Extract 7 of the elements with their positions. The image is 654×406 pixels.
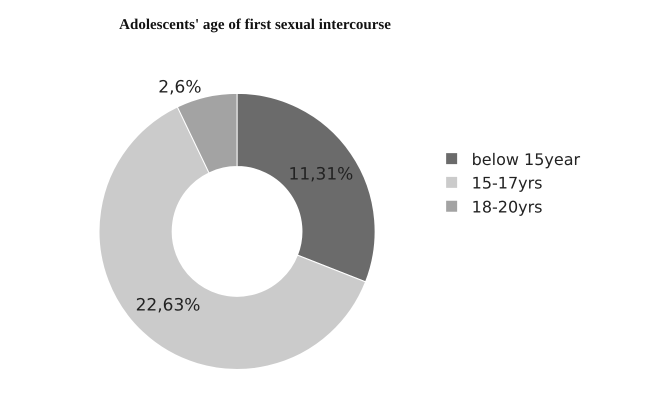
data-label: 22,63% (136, 296, 200, 316)
legend-label: 15-17yrs (472, 174, 543, 193)
data-label: 11,31% (288, 164, 354, 184)
legend-label: below 15year (472, 150, 581, 169)
data-label: 2,6% (158, 77, 202, 98)
chart-title: Adolescents' age of first sexual intercourse (119, 16, 392, 33)
legend-label: 18-20yrs (472, 197, 543, 216)
